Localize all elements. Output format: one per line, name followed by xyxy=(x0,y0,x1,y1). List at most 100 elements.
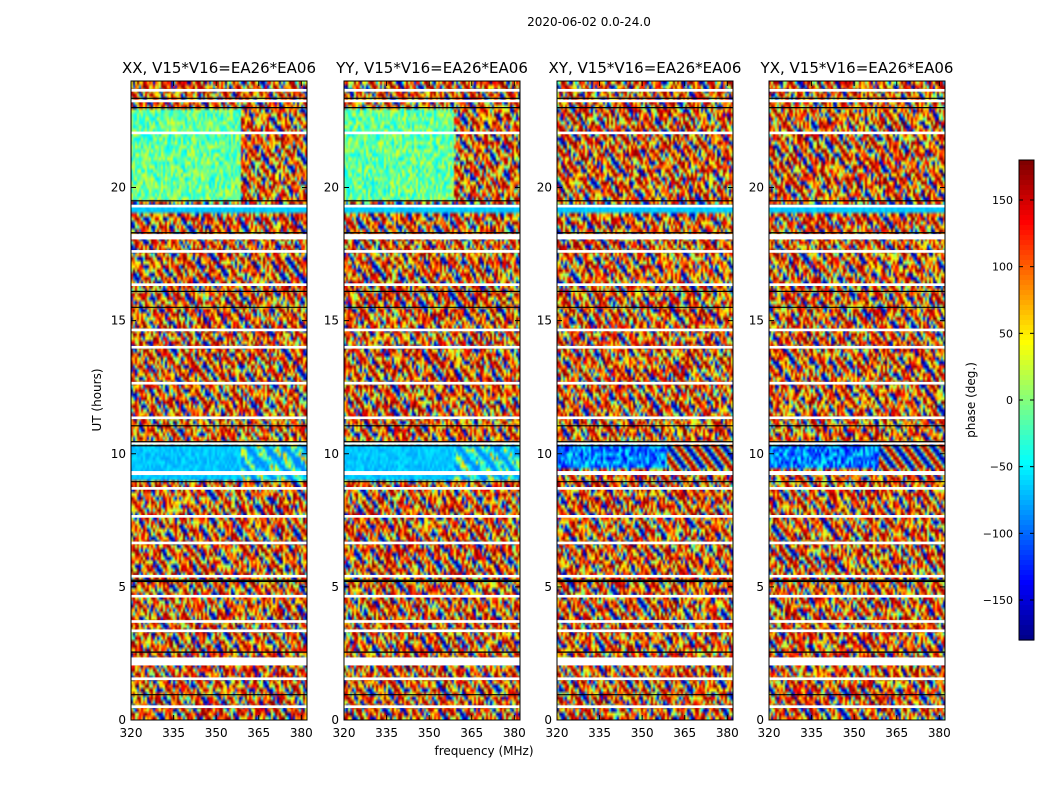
flagged-row xyxy=(344,620,520,623)
colorbar-segment xyxy=(1019,465,1034,471)
colorbar-segment xyxy=(1019,190,1034,196)
x-tick-label: 320 xyxy=(120,726,143,740)
flagged-row xyxy=(344,88,520,92)
colorbar-segment xyxy=(1019,180,1034,186)
colorbar-segment xyxy=(1019,340,1034,346)
flagged-row xyxy=(344,441,520,445)
phase-heatmap xyxy=(557,81,733,720)
flagged-row xyxy=(131,594,307,598)
x-tick-label: 350 xyxy=(843,726,866,740)
flagged-row xyxy=(769,487,945,490)
flagged-row xyxy=(131,204,307,208)
flagged-row xyxy=(344,657,520,666)
flagged-row xyxy=(344,204,520,208)
plot-frame xyxy=(768,80,946,721)
flagged-row xyxy=(557,677,733,681)
x-tick-label: 320 xyxy=(333,726,356,740)
flagged-row xyxy=(769,471,945,476)
colorbar-segment xyxy=(1019,515,1034,521)
colorbar-segment xyxy=(1019,585,1034,591)
colorbar-label: phase (deg.) xyxy=(964,362,978,438)
colorbar-segment xyxy=(1019,350,1034,356)
x-tick-label: 335 xyxy=(375,726,398,740)
y-tick-label: 15 xyxy=(324,314,339,328)
colorbar-tick-label: −100 xyxy=(983,527,1013,540)
flagged-row xyxy=(769,620,945,623)
colorbar-segment xyxy=(1019,285,1034,291)
flagged-row xyxy=(131,620,307,623)
flagged-row xyxy=(344,574,520,578)
x-tick-label: 380 xyxy=(290,726,313,740)
colorbar-segment xyxy=(1019,455,1034,461)
y-tick-label: 0 xyxy=(118,713,126,727)
flagged-row xyxy=(769,574,945,578)
flagged-row xyxy=(557,345,733,349)
flagged-row xyxy=(557,620,733,623)
flagged-row xyxy=(557,283,733,287)
colorbar-segment xyxy=(1019,495,1034,501)
colorbar-tick-label: 50 xyxy=(999,327,1013,340)
colorbar-segment xyxy=(1019,565,1034,571)
colorbar-segment xyxy=(1019,615,1034,621)
y-tick-label: 5 xyxy=(331,580,339,594)
flagged-row xyxy=(131,471,307,476)
colorbar-segment xyxy=(1019,440,1034,446)
x-tick-label: 380 xyxy=(928,726,951,740)
plot-frame xyxy=(556,80,734,721)
colorbar: 150 100 50 0 −50 −100 −150 xyxy=(983,159,1035,641)
colorbar-tick-label: −150 xyxy=(983,594,1013,607)
flagged-row xyxy=(344,416,520,420)
flagged-row xyxy=(131,487,307,490)
flagged-row xyxy=(557,328,733,332)
y-tick-label: 20 xyxy=(537,181,552,195)
y-tick-label: 0 xyxy=(756,713,764,727)
x-tick-label: 335 xyxy=(162,726,185,740)
flagged-row xyxy=(344,131,520,135)
colorbar-segment xyxy=(1019,540,1034,546)
panels: XX, V15*V16=EA26*EA06 320 335 350 365 380 0 5 10… xyxy=(111,59,954,740)
flagged-row xyxy=(344,345,520,349)
colorbar-segment xyxy=(1019,245,1034,251)
panel-title: YY, V15*V16=EA26*EA06 xyxy=(335,59,528,77)
colorbar-segment xyxy=(1019,605,1034,611)
colorbar-segment xyxy=(1019,450,1034,456)
colorbar-segment xyxy=(1019,260,1034,266)
colorbar-segment xyxy=(1019,535,1034,541)
colorbar-segment xyxy=(1019,525,1034,531)
panel-title: YX, V15*V16=EA26*EA06 xyxy=(760,59,954,77)
colorbar-segment xyxy=(1019,520,1034,526)
flagged-row xyxy=(344,705,520,709)
flagged-row xyxy=(344,99,520,103)
colorbar-segment xyxy=(1019,220,1034,226)
x-tick-label: 320 xyxy=(758,726,781,740)
flagged-row xyxy=(131,629,307,633)
y-tick-label: 15 xyxy=(537,314,552,328)
flagged-row xyxy=(344,283,520,287)
flagged-row xyxy=(557,441,733,445)
flagged-row xyxy=(344,629,520,633)
y-tick-label: 10 xyxy=(111,447,126,461)
colorbar-tick-label: 0 xyxy=(1006,394,1013,407)
colorbar-segment xyxy=(1019,365,1034,371)
colorbar-segment xyxy=(1019,210,1034,216)
colorbar-segment xyxy=(1019,385,1034,391)
colorbar-segment xyxy=(1019,430,1034,436)
x-tick-label: 365 xyxy=(460,726,483,740)
y-tick-label: 15 xyxy=(111,314,126,328)
colorbar-segment xyxy=(1019,275,1034,281)
colorbar-segment xyxy=(1019,620,1034,626)
colorbar-segment xyxy=(1019,205,1034,211)
flagged-row xyxy=(344,381,520,385)
phase-heatmap xyxy=(131,81,307,720)
y-tick-label: 5 xyxy=(118,580,126,594)
y-tick-label: 10 xyxy=(537,447,552,461)
flagged-row xyxy=(769,441,945,445)
flagged-row xyxy=(344,328,520,332)
colorbar-segment xyxy=(1019,560,1034,566)
x-tick-label: 350 xyxy=(418,726,441,740)
flagged-row xyxy=(557,594,733,598)
colorbar-segment xyxy=(1019,490,1034,496)
flagged-row xyxy=(557,88,733,92)
colorbar-segment xyxy=(1019,575,1034,581)
colorbar-segment xyxy=(1019,170,1034,176)
